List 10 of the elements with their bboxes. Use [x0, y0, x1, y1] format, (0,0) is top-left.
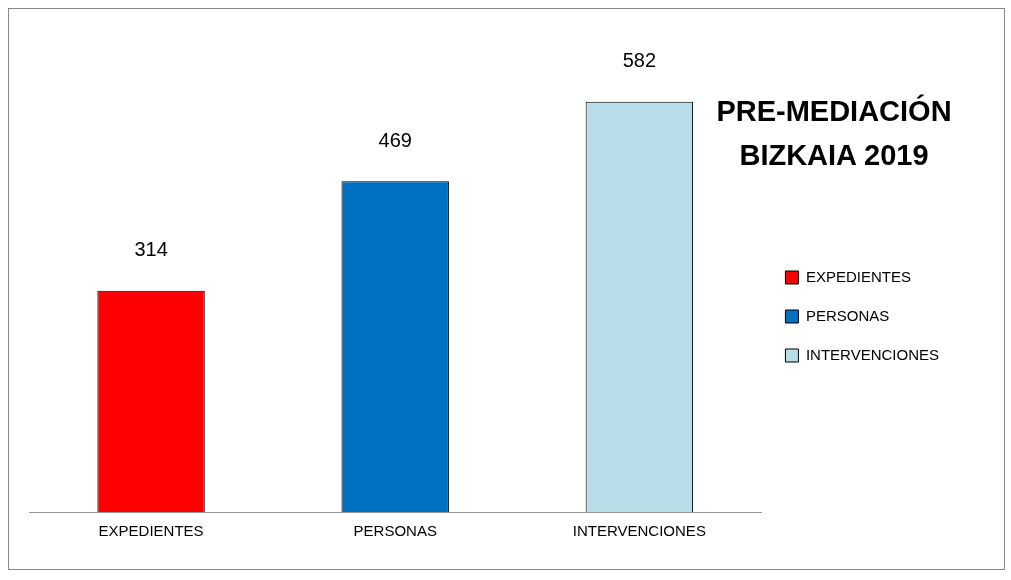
data-label: 469	[378, 128, 412, 151]
text: PRE-MEDIACIÓN BIZKAIA 2019	[715, 93, 953, 173]
x-tick-label: PERSONAS	[353, 522, 437, 540]
x-tick-label: EXPEDIENTES	[98, 522, 204, 540]
legend-label: EXPEDIENTES	[805, 267, 911, 285]
data-label: 314	[134, 238, 168, 261]
legend-label: PERSONAS	[805, 306, 890, 324]
data-label: 582	[622, 49, 657, 72]
x-tick-label: INTERVENCIONES	[572, 522, 706, 540]
legend-label: INTERVENCIONES	[805, 345, 940, 363]
